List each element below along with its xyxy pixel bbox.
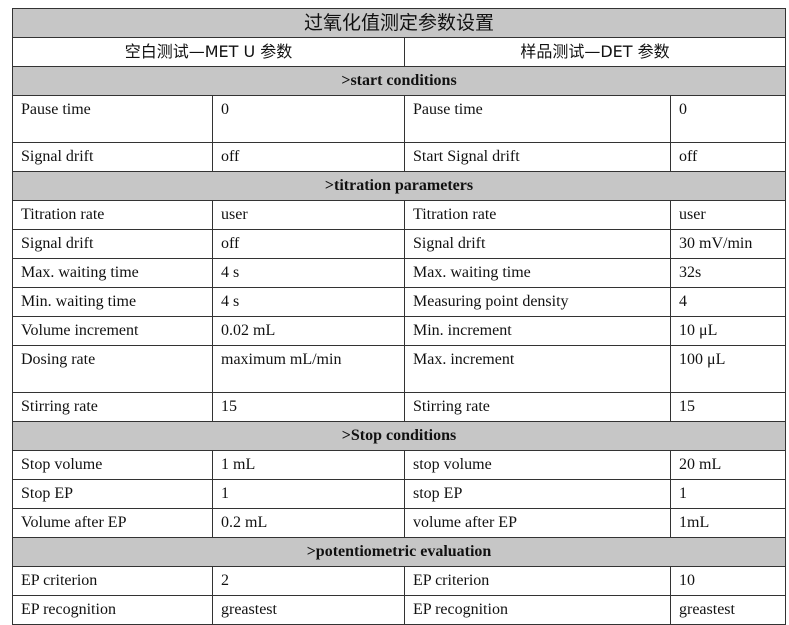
blank-param-name: Min. waiting time [12, 287, 213, 317]
blank-param-name: EP recognition [12, 595, 213, 625]
blank-param-name: Volume increment [12, 316, 213, 346]
sample-param-name: Max. waiting time [404, 258, 671, 288]
table-row: Stirring rate 15 Stirring rate 15 [12, 392, 787, 422]
table-row: Volume after EP 0.2 mL volume after EP 1mL [12, 508, 787, 538]
sample-param-value: 32s [669, 258, 787, 288]
blank-param-name: Stop volume [12, 450, 213, 480]
parameter-table: 过氧化值测定参数设置 空白测试—MET U 参数 样品测试—DET 参数 >sta… [11, 8, 787, 625]
table-title: 过氧化值测定参数设置 [11, 8, 787, 38]
sample-test-header: 样品测试—DET 参数 [403, 37, 787, 67]
sample-param-name: EP criterion [404, 566, 671, 596]
sample-param-value: 100 μL [669, 345, 787, 393]
sample-param-value: user [669, 200, 787, 230]
blank-param-value: user [212, 200, 405, 230]
sample-param-name: stop EP [404, 479, 671, 509]
sample-param-value: 20 mL [669, 450, 787, 480]
sample-param-value: 1mL [669, 508, 787, 538]
table-row: Min. waiting time 4 s Measuring point dens… [12, 287, 787, 317]
sample-param-name: Signal drift [404, 229, 671, 259]
blank-param-name: Signal drift [12, 229, 213, 259]
blank-param-name: EP criterion [12, 566, 213, 596]
section-header: >titration parameters [11, 171, 787, 201]
blank-param-value: off [212, 142, 405, 172]
sample-param-name: Stirring rate [404, 392, 671, 422]
sample-param-value: 1 [669, 479, 787, 509]
blank-param-name: Stirring rate [12, 392, 213, 422]
sample-param-value: 15 [669, 392, 787, 422]
sample-param-name: EP recognition [404, 595, 671, 625]
sample-param-name: Max. increment [404, 345, 671, 393]
blank-param-value: 2 [212, 566, 405, 596]
blank-param-name: Pause time [12, 95, 213, 143]
blank-param-name: Max. waiting time [12, 258, 213, 288]
table-row: Signal drift off Start Signal drift off [12, 142, 787, 172]
section-header: >potentiometric evaluation [11, 537, 787, 567]
section-header: >Stop conditions [11, 421, 787, 451]
table-row: Titration rate user Titration rate user [12, 200, 787, 230]
table-row: EP recognition greastest EP recognition gre… [12, 595, 787, 625]
table-row: Max. waiting time 4 s Max. waiting time 32s [12, 258, 787, 288]
sample-param-name: Measuring point density [404, 287, 671, 317]
sample-param-name: Titration rate [404, 200, 671, 230]
sample-param-value: 0 [669, 95, 787, 143]
blank-param-value: 15 [212, 392, 405, 422]
blank-param-name: Volume after EP [12, 508, 213, 538]
sample-param-name: Start Signal drift [404, 142, 671, 172]
sample-param-value: 10 [669, 566, 787, 596]
table-row: Pause time 0 Pause time 0 [12, 95, 787, 143]
sample-param-value: 30 mV/min [669, 229, 787, 259]
blank-param-value: 4 s [212, 258, 405, 288]
sample-param-value: 10 μL [669, 316, 787, 346]
blank-test-header: 空白测试—MET U 参数 [12, 37, 405, 67]
table-row: Signal drift off Signal drift 30 mV/min [12, 229, 787, 259]
blank-param-name: Signal drift [12, 142, 213, 172]
table-row: EP criterion 2 EP criterion 10 [12, 566, 787, 596]
sample-param-name: Pause time [404, 95, 671, 143]
blank-param-value: 1 [212, 479, 405, 509]
table-row: Stop EP 1 stop EP 1 [12, 479, 787, 509]
blank-param-value: 4 s [212, 287, 405, 317]
blank-param-value: 0.02 mL [212, 316, 405, 346]
table-row: Volume increment 0.02 mL Min. increment 10 … [12, 316, 787, 346]
sample-param-name: Min. increment [404, 316, 671, 346]
blank-param-name: Dosing rate [12, 345, 213, 393]
sample-param-value: off [669, 142, 787, 172]
blank-param-value: 0 [212, 95, 405, 143]
sample-param-name: stop volume [404, 450, 671, 480]
blank-param-value: greastest [212, 595, 405, 625]
sample-param-value: 4 [669, 287, 787, 317]
blank-param-value: maximum mL/min [212, 345, 405, 393]
blank-param-name: Stop EP [12, 479, 213, 509]
sample-param-value: greastest [669, 595, 787, 625]
table-row: Stop volume 1 mL stop volume 20 mL [12, 450, 787, 480]
blank-param-value: off [212, 229, 405, 259]
blank-param-name: Titration rate [12, 200, 213, 230]
blank-param-value: 1 mL [212, 450, 405, 480]
blank-param-value: 0.2 mL [212, 508, 405, 538]
table-row: Dosing rate maximum mL/min Max. increment 1… [12, 345, 787, 393]
section-header: >start conditions [11, 66, 787, 96]
sample-param-name: volume after EP [404, 508, 671, 538]
